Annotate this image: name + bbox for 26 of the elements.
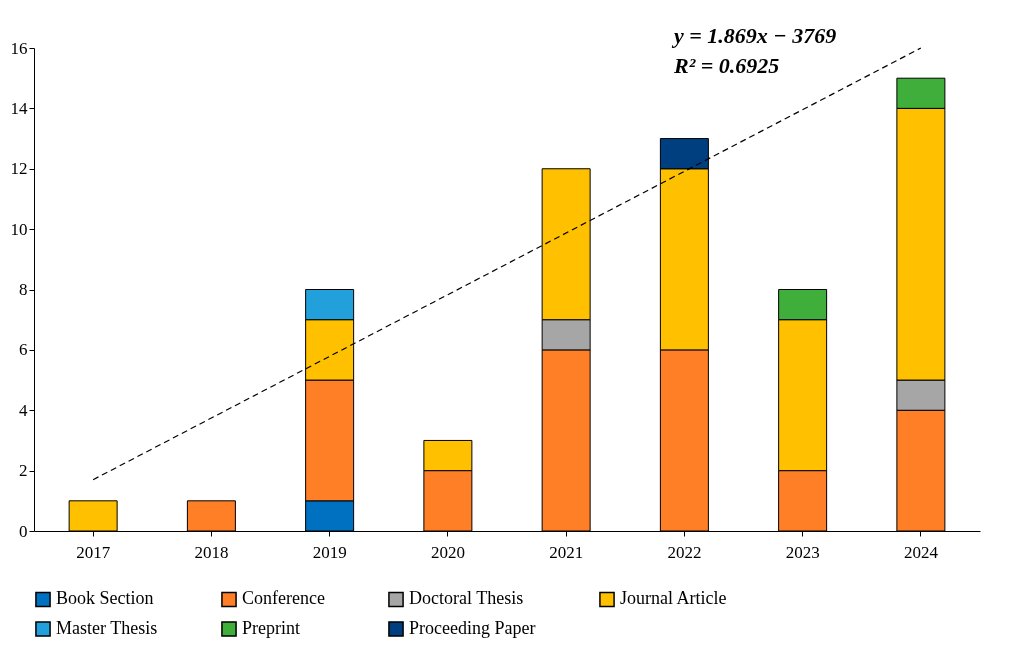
legend-label: Preprint <box>242 618 300 638</box>
legend-label: Doctoral Thesis <box>409 588 524 609</box>
y-tick-label: 14 <box>10 98 28 118</box>
legend-label: Proceeding Paper <box>409 618 536 638</box>
x-tick-label: 2022 <box>667 542 702 562</box>
x-tick-label: 2023 <box>785 542 820 562</box>
y-tick-label: 16 <box>10 38 28 58</box>
legend-label: Book Section <box>56 588 154 609</box>
x-tick-label: 2021 <box>549 542 584 562</box>
x-tick-label: 2024 <box>903 542 939 562</box>
x-tick-label: 2019 <box>312 542 347 562</box>
y-tick-label: 2 <box>19 461 28 481</box>
y-tick-label: 4 <box>19 400 28 420</box>
y-tick-label: 8 <box>19 280 28 299</box>
annotation: R² = 0.6925 <box>673 53 780 78</box>
y-tick-label: 10 <box>10 219 28 239</box>
y-tick-label: 0 <box>19 521 28 541</box>
y-tick-label: 12 <box>10 159 28 179</box>
x-tick-label: 2017 <box>76 542 111 562</box>
x-tick-label: 2018 <box>194 542 229 562</box>
legend-label: Journal Article <box>620 588 727 609</box>
legend-label: Conference <box>242 588 325 609</box>
text: y = 1.869x − 3769 <box>671 23 837 48</box>
x-tick-label: 2020 <box>430 542 465 562</box>
legend-label: Master Thesis <box>56 618 158 638</box>
y-tick-label: 6 <box>19 340 28 360</box>
